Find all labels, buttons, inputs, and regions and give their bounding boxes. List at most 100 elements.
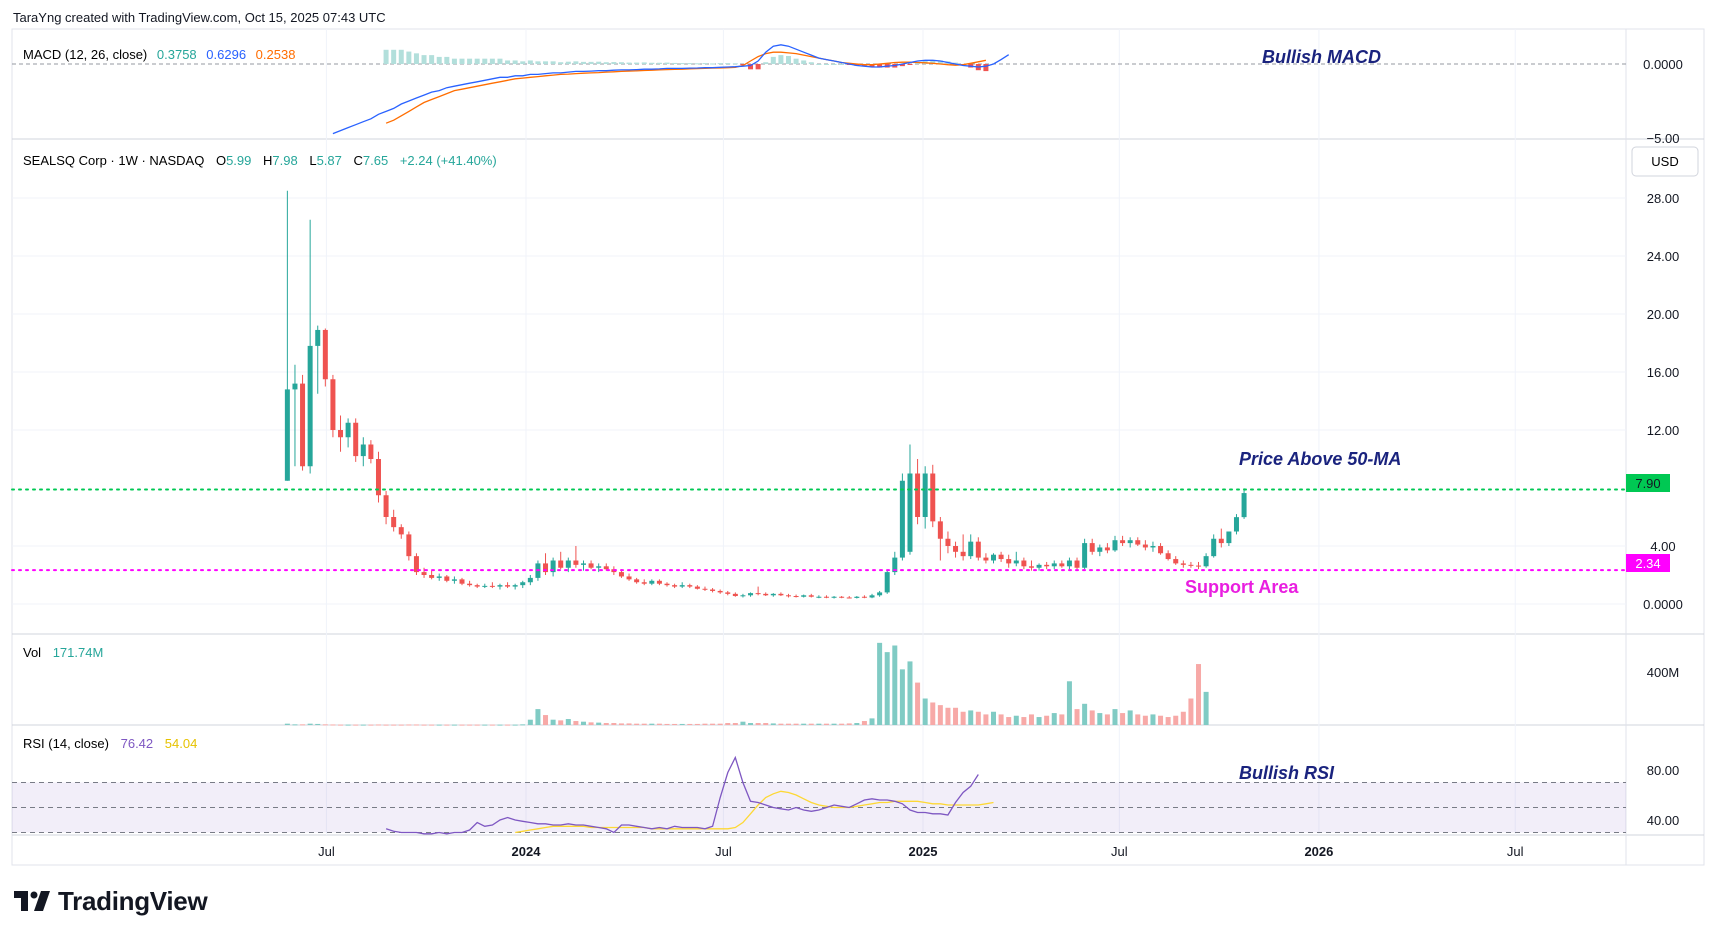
- macd-hist-bar: [634, 62, 640, 64]
- candle-body: [1196, 565, 1202, 567]
- macd-hist-bar: [505, 60, 511, 64]
- candle-body: [474, 585, 480, 587]
- candle-body: [444, 576, 450, 581]
- macd-hist-bar: [672, 62, 678, 64]
- volume-bar: [580, 721, 586, 725]
- macd-hist-bar: [573, 61, 579, 64]
- candle-body: [330, 379, 336, 430]
- macd-hist-bar: [770, 56, 776, 64]
- macd-hist-bar: [543, 61, 549, 64]
- candle-body: [1051, 563, 1057, 567]
- volume-bar: [998, 714, 1004, 725]
- candle-body: [558, 560, 564, 568]
- candle-body: [892, 557, 898, 573]
- volume-bar: [1082, 703, 1088, 725]
- candle-body: [1211, 538, 1217, 557]
- candle-body: [953, 546, 959, 552]
- candle-body: [1180, 563, 1186, 565]
- currency-button[interactable]: [1631, 146, 1699, 177]
- candle-body: [899, 480, 905, 558]
- macd-hist-bar: [816, 64, 822, 65]
- candle-body: [960, 551, 966, 557]
- volume-value: 171.74M: [53, 645, 104, 660]
- candle-body: [338, 430, 344, 438]
- volume-bar: [505, 724, 511, 726]
- time-tick-label: Jul: [1507, 844, 1524, 859]
- volume-bar: [353, 724, 359, 726]
- macd-hist-bar: [618, 62, 624, 64]
- volume-bar: [467, 724, 473, 726]
- annotation-support-area: Support Area: [1185, 577, 1299, 597]
- volume-bar: [725, 723, 731, 725]
- candle-body: [505, 585, 511, 587]
- volume-bar: [1006, 717, 1012, 725]
- candle-body: [550, 560, 556, 573]
- candle-body: [322, 329, 328, 380]
- annotation-price-above-ma: Price Above 50-MA: [1239, 449, 1401, 469]
- candle-body: [1188, 564, 1194, 566]
- volume-bar: [1203, 691, 1209, 725]
- price-tick-label: 24.00: [1647, 249, 1680, 264]
- candle-body: [292, 383, 298, 390]
- volume-bar: [884, 652, 890, 725]
- macd-hist-bar: [451, 58, 457, 64]
- rsi-tick-label: 80.00: [1647, 763, 1680, 778]
- macd-hist-bar: [664, 62, 670, 64]
- price-legend: SEALSQ Corp · 1W · NASDAQ O5.99 H7.98 L5…: [23, 153, 497, 168]
- candle-body: [626, 576, 632, 580]
- rsi-guides: [12, 782, 1626, 833]
- volume-bar: [983, 714, 989, 725]
- candle-body: [1127, 540, 1133, 544]
- macd-hist-bar: [831, 64, 837, 65]
- volume-bar: [451, 724, 457, 726]
- ohlc-close-value: 7.65: [363, 153, 388, 168]
- macd-hist-bar: [406, 51, 412, 64]
- macd-value-macd: 0.6296: [206, 47, 246, 62]
- macd-hist-bar: [535, 61, 541, 64]
- volume-bar: [1196, 664, 1202, 725]
- candle-body: [520, 582, 526, 586]
- volume-bar: [770, 723, 776, 725]
- volume-bar: [907, 661, 913, 725]
- macd-hist-bar: [489, 58, 495, 64]
- candle-body: [1203, 556, 1209, 567]
- price-tick-label: 20.00: [1647, 307, 1680, 322]
- macd-hist-bar: [641, 62, 647, 64]
- volume-bar: [474, 724, 480, 726]
- volume-bar: [618, 723, 624, 725]
- macd-hist-bar: [687, 63, 693, 65]
- chart-credit: TaraYng created with TradingView.com, Oc…: [13, 10, 386, 25]
- candle-body: [345, 422, 351, 438]
- candle-body: [732, 593, 738, 597]
- tradingview-logo[interactable]: TradingView: [14, 886, 208, 917]
- macd-hist-bar: [482, 58, 488, 64]
- macd-hist-bar: [793, 58, 799, 64]
- volume-bar: [300, 724, 306, 726]
- macd-hist-bar: [520, 61, 526, 64]
- candle-body: [702, 588, 708, 590]
- candle-body: [1173, 559, 1179, 564]
- macd-hist-bar: [930, 60, 936, 64]
- volume-bar: [603, 723, 609, 725]
- candle-body: [1135, 540, 1141, 545]
- candle-body: [748, 593, 754, 596]
- volume-bar: [915, 682, 921, 725]
- macd-hist-bar: [580, 61, 586, 64]
- candle-body: [907, 473, 913, 552]
- volume-bar: [1051, 713, 1057, 725]
- volume-bar: [573, 721, 579, 725]
- candle-body: [1104, 547, 1110, 551]
- candle-body: [679, 585, 685, 587]
- rsi-value: 76.42: [121, 736, 154, 751]
- candle-body: [945, 538, 951, 546]
- macd-hist-bar: [459, 58, 465, 64]
- candle-body: [1006, 559, 1012, 564]
- macd-hist-bar: [877, 64, 883, 68]
- macd-hist-bar: [383, 49, 389, 64]
- candle-body: [1233, 517, 1239, 532]
- candle-body: [816, 596, 822, 598]
- volume-bar: [315, 723, 321, 725]
- volume-legend: Vol 171.74M: [23, 645, 103, 660]
- macd-hist-bar: [740, 64, 746, 65]
